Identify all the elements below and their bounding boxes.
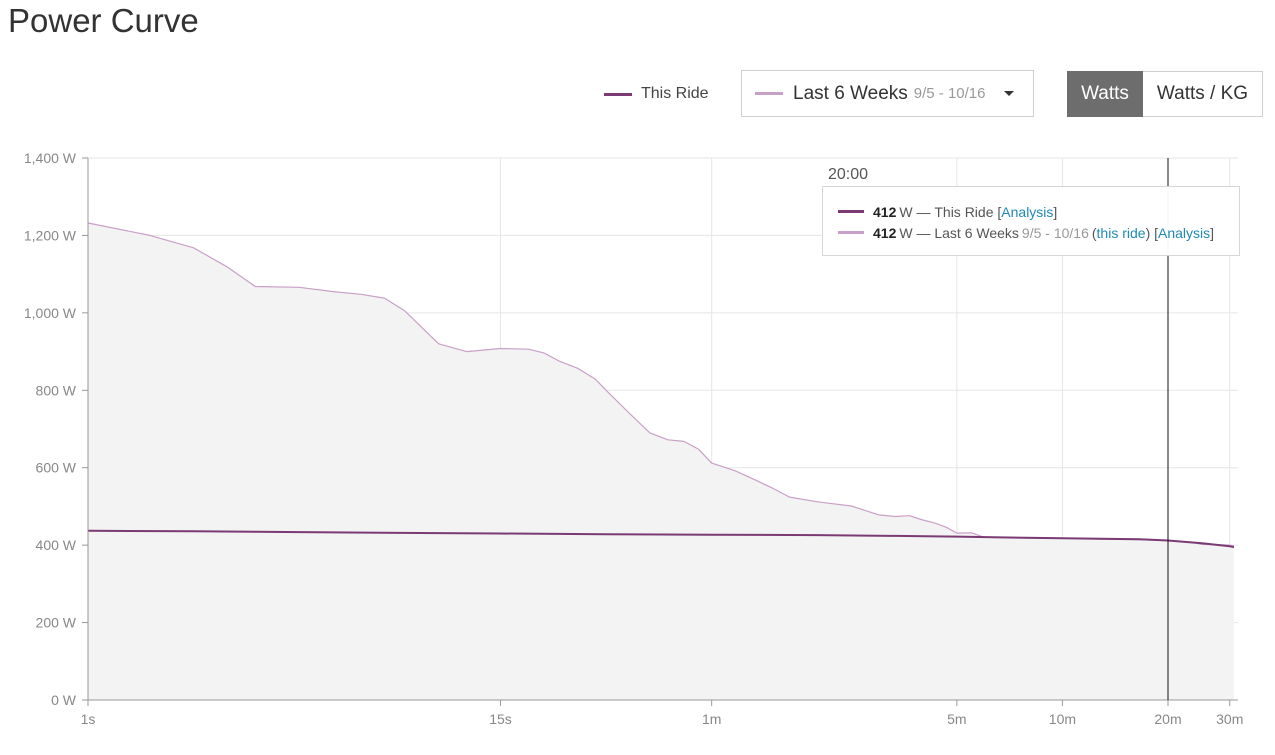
y-tick-label: 400 W (36, 537, 77, 553)
tooltip-last-6-weeks-bracket-close: ] (1210, 224, 1215, 241)
tooltip-last-6-weeks-bracket-open: [ (1154, 224, 1159, 241)
x-tick-label: 10m (1049, 711, 1076, 727)
tooltip-last-6-weeks-paren-open: ( (1091, 224, 1097, 241)
x-tick-label: 20m (1154, 711, 1181, 727)
y-tick-label: 1,200 W (24, 227, 77, 243)
tooltip-row-last-6-weeks: 412 W — Last 6 Weeks 9/5 - 10/16(this rid… (823, 222, 1239, 243)
tooltip-this-ride-analysis-link[interactable]: Analysis (1001, 203, 1054, 220)
tooltip-this-ride-series: This Ride (934, 203, 994, 220)
chart-tooltip: 412 W — This Ride [Analysis] 412 W — Las… (822, 186, 1240, 256)
tooltip-last-6-weeks-sep: — (916, 224, 931, 241)
comparison-label: Last 6 Weeks (793, 82, 908, 104)
tooltip-last-6-weeks-swatch (838, 231, 864, 234)
y-tick-label: 600 W (36, 460, 77, 476)
legend-this-ride[interactable]: This Ride (604, 84, 709, 104)
tooltip-this-ride-sep: — (916, 203, 931, 220)
legend-this-ride-swatch (604, 92, 632, 96)
tooltip-last-6-weeks-analysis-link[interactable]: Analysis (1158, 224, 1211, 241)
tooltip-this-ride-link[interactable]: this ride (1096, 224, 1146, 241)
x-tick-label: 15s (489, 711, 512, 727)
comparison-swatch (755, 92, 783, 95)
tooltip-this-ride-bracket-close: ] (1053, 203, 1058, 220)
y-tick-label: 800 W (36, 382, 77, 398)
x-tick-label: 1m (702, 711, 721, 727)
comparison-dates: 9/5 - 10/16 (913, 85, 986, 102)
y-tick-label: 1,000 W (24, 305, 77, 321)
x-tick-label: 30m (1216, 711, 1243, 727)
chart-area (88, 223, 1234, 700)
tooltip-last-6-weeks-paren-close: ) (1145, 224, 1151, 241)
x-tick-label: 1s (81, 711, 96, 727)
cursor-time-label: 20:00 (828, 166, 868, 183)
tooltip-last-6-weeks-unit: W (899, 224, 913, 241)
tooltip-last-6-weeks-value: 412 (873, 224, 897, 241)
series-area-last-6-weeks (88, 223, 1234, 700)
chart-lines (87, 222, 1235, 549)
legend-this-ride-label: This Ride (641, 85, 709, 102)
tooltip-this-ride-bracket-open: [ (997, 203, 1002, 220)
y-tick-label: 1,400 W (24, 150, 77, 166)
chart-axes: 0 W 200 W 400 W 600 W 800 W 1,000 W 1,200 W 1,4… (24, 150, 1244, 727)
watts-button[interactable]: Watts (1067, 71, 1143, 117)
tooltip-this-ride-swatch (838, 210, 864, 213)
x-tick-label: 5m (947, 711, 966, 727)
tooltip-this-ride-unit: W (899, 203, 913, 220)
series-line-this-ride (87, 529, 1235, 549)
caret-down-icon[interactable] (1004, 91, 1014, 96)
page-title: Power Curve (8, 2, 199, 39)
watts-per-kg-button[interactable]: Watts / KG (1143, 71, 1263, 117)
y-tick-label: 0 W (51, 692, 77, 708)
comparison-range-select[interactable]: Last 6 Weeks 9/5 - 10/16 (741, 70, 1034, 117)
tooltip-last-6-weeks-series: Last 6 Weeks (934, 224, 1019, 241)
tooltip-row-this-ride: 412 W — This Ride [Analysis] (823, 201, 1239, 222)
unit-toggle: Watts Watts / KG (1067, 71, 1263, 117)
tooltip-last-6-weeks-dates: 9/5 - 10/16 (1021, 224, 1089, 241)
tooltip-this-ride-value: 412 (873, 203, 897, 220)
y-tick-label: 200 W (36, 615, 77, 631)
